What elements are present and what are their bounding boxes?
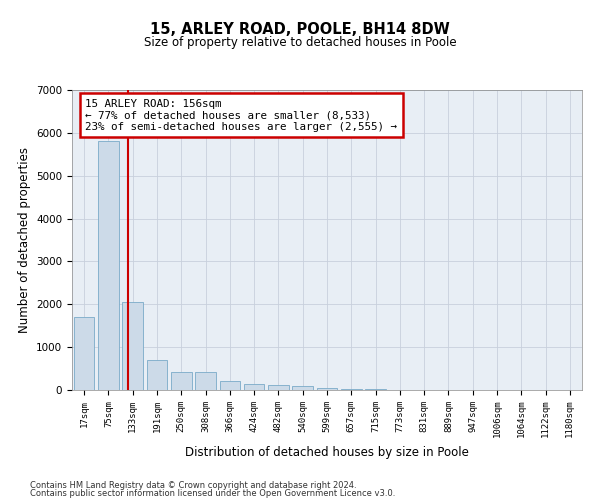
X-axis label: Distribution of detached houses by size in Poole: Distribution of detached houses by size … bbox=[185, 446, 469, 458]
Bar bbox=[98, 142, 119, 390]
Bar bbox=[122, 302, 143, 390]
Text: Contains HM Land Registry data © Crown copyright and database right 2024.: Contains HM Land Registry data © Crown c… bbox=[30, 480, 356, 490]
Text: 15, ARLEY ROAD, POOLE, BH14 8DW: 15, ARLEY ROAD, POOLE, BH14 8DW bbox=[150, 22, 450, 38]
Y-axis label: Number of detached properties: Number of detached properties bbox=[17, 147, 31, 333]
Bar bbox=[171, 372, 191, 390]
Bar bbox=[341, 388, 362, 390]
Bar bbox=[74, 317, 94, 390]
Text: 15 ARLEY ROAD: 156sqm
← 77% of detached houses are smaller (8,533)
23% of semi-d: 15 ARLEY ROAD: 156sqm ← 77% of detached … bbox=[85, 98, 397, 132]
Text: Contains public sector information licensed under the Open Government Licence v3: Contains public sector information licen… bbox=[30, 489, 395, 498]
Bar bbox=[146, 360, 167, 390]
Bar bbox=[195, 372, 216, 390]
Bar bbox=[244, 384, 265, 390]
Bar bbox=[268, 386, 289, 390]
Bar bbox=[365, 389, 386, 390]
Bar bbox=[292, 386, 313, 390]
Bar bbox=[317, 388, 337, 390]
Bar bbox=[220, 380, 240, 390]
Text: Size of property relative to detached houses in Poole: Size of property relative to detached ho… bbox=[143, 36, 457, 49]
